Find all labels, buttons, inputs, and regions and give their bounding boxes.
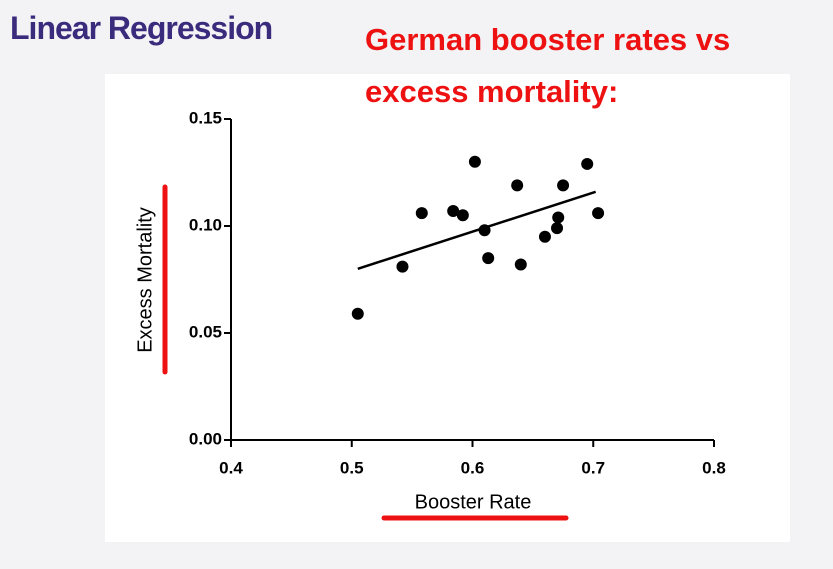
data-point bbox=[396, 260, 409, 273]
y-tick-label: 0.00 bbox=[189, 429, 222, 448]
x-tick-label: 0.8 bbox=[702, 458, 726, 477]
x-axis-label: Booster Rate bbox=[415, 491, 532, 513]
x-tick-label: 0.7 bbox=[581, 458, 605, 477]
data-point bbox=[581, 157, 594, 170]
chart-title: German booster rates vs excess mortality… bbox=[365, 22, 731, 109]
x-tick-label: 0.4 bbox=[219, 458, 243, 477]
x-tick-label: 0.5 bbox=[340, 458, 364, 477]
data-point bbox=[447, 205, 460, 218]
chart-panel bbox=[105, 74, 790, 542]
data-point bbox=[468, 155, 481, 168]
data-point bbox=[551, 222, 564, 235]
data-point bbox=[557, 179, 570, 192]
data-point bbox=[514, 258, 527, 271]
header-title: Linear Regression bbox=[10, 10, 273, 46]
data-point bbox=[478, 224, 491, 237]
y-tick-label: 0.15 bbox=[189, 108, 222, 127]
data-point bbox=[482, 252, 495, 265]
x-tick-label: 0.6 bbox=[461, 458, 485, 477]
regression-line bbox=[357, 190, 597, 270]
data-point bbox=[456, 209, 469, 222]
data-point bbox=[552, 211, 565, 224]
data-point bbox=[538, 230, 551, 243]
y-tick-label: 0.10 bbox=[189, 215, 222, 234]
y-axis-label: Excess Mortality bbox=[134, 207, 156, 353]
data-point bbox=[415, 207, 428, 220]
data-point bbox=[592, 207, 605, 220]
data-point bbox=[351, 307, 364, 320]
y-tick-label: 0.05 bbox=[189, 322, 222, 341]
data-point bbox=[511, 179, 524, 192]
